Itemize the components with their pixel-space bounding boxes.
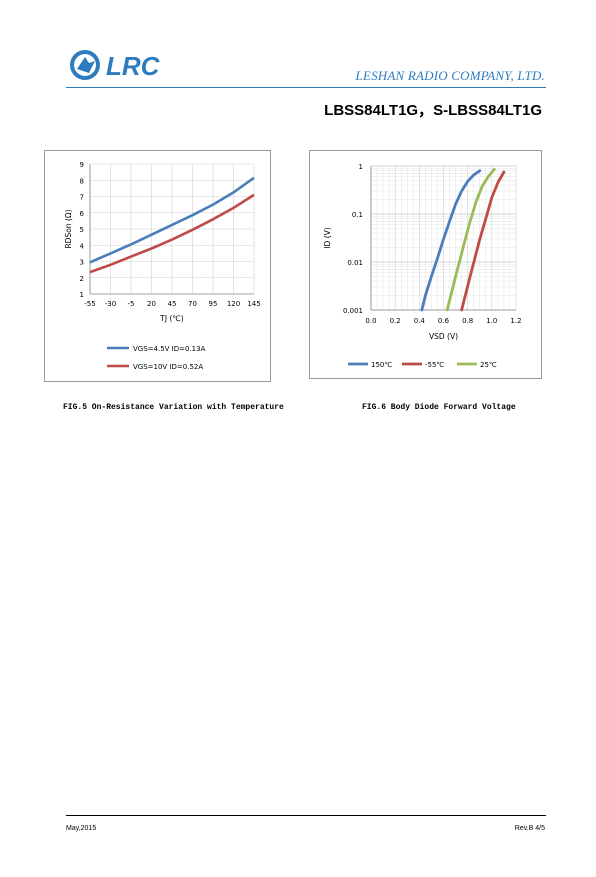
logo-text: LRC (106, 51, 161, 81)
x-tick-label: 0.8 (462, 317, 473, 325)
x-tick-label: 0.2 (390, 317, 401, 325)
y-tick-label: 7 (80, 194, 84, 202)
legend-label: -55℃ (425, 361, 444, 369)
y-tick-label: 2 (80, 275, 84, 283)
chart-body-diode-forward-voltage: 0.001 0.01 0.1 1 0.0 0.2 0.4 0.6 0.8 1.0 1.2 VSD (V… (323, 163, 522, 369)
x-tick-label: -55 (84, 300, 95, 308)
y-tick-label: 5 (80, 226, 84, 234)
y-axis-label: ID (V) (323, 227, 332, 248)
legend-label: 25℃ (480, 361, 497, 369)
y-tick-label: 0.01 (347, 259, 363, 267)
lrc-logo: LRC (70, 50, 161, 81)
x-tick-label: 45 (168, 300, 177, 308)
series-line-minus-55c (460, 170, 506, 312)
y-tick-label: 0.1 (352, 211, 363, 219)
chart-panel-fig5: 1 2 3 4 5 6 7 8 9 -55 -30 -5 20 45 70 95 120 145 TJ (℃) RDS… (44, 150, 271, 382)
x-tick-label: 70 (188, 300, 197, 308)
header-rule (66, 87, 546, 88)
y-tick-label: 3 (80, 259, 84, 267)
caption-fig6: FIG.6 Body Diode Forward Voltage (362, 403, 516, 412)
y-tick-label: 9 (80, 161, 84, 169)
x-tick-label: 0.0 (365, 317, 376, 325)
x-tick-label: -30 (105, 300, 116, 308)
x-tick-label: 1.0 (486, 317, 497, 325)
x-tick-label: 20 (147, 300, 156, 308)
x-tick-label: 0.6 (438, 317, 450, 325)
y-tick-label: 4 (80, 242, 85, 250)
x-tick-label: -5 (128, 300, 135, 308)
x-tick-label: 145 (247, 300, 260, 308)
x-axis-label: TJ (℃) (159, 314, 184, 323)
x-tick-label: 0.4 (414, 317, 426, 325)
y-tick-label: 6 (80, 210, 85, 218)
footer-rule (66, 815, 546, 816)
y-axis-label: RDSon (Ω) (64, 209, 73, 248)
caption-fig5: FIG.5 On-Resistance Variation with Tempe… (63, 403, 284, 412)
footer-date: May,2015 (66, 825, 97, 832)
legend-label: VGS=10V ID=0.52A (133, 363, 203, 371)
x-axis-label: VSD (V) (429, 332, 458, 341)
x-tick-label: 95 (209, 300, 218, 308)
y-tick-label: 1 (80, 291, 84, 299)
series-line-vgs-4-5v (89, 176, 255, 264)
footer-revision: Rev.B 4/5 (514, 825, 545, 832)
y-tick-label: 8 (80, 177, 84, 185)
series-line-25c (445, 167, 496, 312)
part-numbers: LBSS84LT1G，S-LBSS84LT1G (324, 102, 542, 119)
series-line-150c (420, 169, 482, 312)
legend-label: 150℃ (371, 361, 392, 369)
company-name: LESHAN RADIO COMPANY, LTD. (355, 68, 545, 83)
legend-label: VGS=4.5V ID=0.13A (133, 345, 206, 353)
chart-panel-fig6: 0.001 0.01 0.1 1 0.0 0.2 0.4 0.6 0.8 1.0 1.2 VSD (V… (309, 150, 542, 379)
y-tick-label: 1 (359, 163, 363, 171)
x-tick-label: 120 (227, 300, 240, 308)
y-tick-label: 0.001 (343, 307, 363, 315)
x-tick-label: 1.2 (510, 317, 521, 325)
series-line-vgs-10v (89, 193, 255, 274)
